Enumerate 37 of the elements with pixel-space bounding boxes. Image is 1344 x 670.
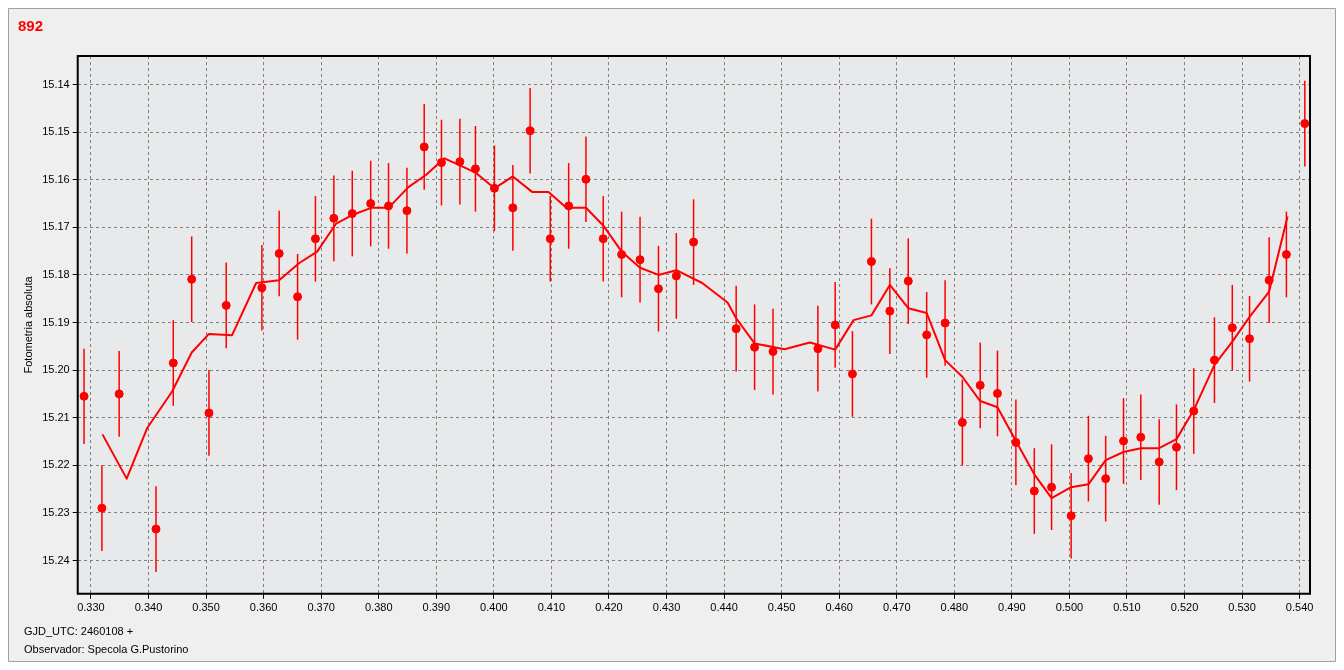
- x-tick-label: 0.460: [825, 601, 853, 614]
- x-tick-label: 0.350: [192, 601, 220, 614]
- y-tick-label: 15.23: [42, 505, 70, 518]
- x-tick-label: 0.330: [77, 601, 105, 614]
- x-tick-label: 0.490: [998, 601, 1026, 614]
- x-tick-label: 0.500: [1055, 601, 1084, 614]
- x-tick-label: 0.420: [595, 601, 623, 614]
- x-tick-label: 0.380: [364, 601, 393, 614]
- x-tick-label: 0.430: [652, 601, 681, 614]
- y-tick-label: 15.17: [42, 220, 70, 233]
- y-tick-label: 15.21: [42, 410, 70, 423]
- chart-title: 892: [18, 17, 44, 35]
- x-tick-label: 0.540: [1285, 601, 1314, 614]
- y-tick-label: 15.22: [42, 458, 70, 471]
- y-tick-label: 15.24: [42, 553, 70, 566]
- x-tick-label: 0.400: [480, 601, 508, 614]
- x-tick-label: 0.390: [422, 601, 451, 614]
- text: GJD_UTC: 2460108 +: [24, 625, 134, 638]
- x-tick-label: 0.360: [249, 601, 278, 614]
- x-tick-label: 0.510: [1113, 601, 1141, 614]
- text: Observador: Specola G.Pustorino: [24, 643, 189, 656]
- x-tick-label: 0.440: [710, 601, 738, 614]
- x-tick-label: 0.340: [134, 601, 163, 614]
- y-tick-label: 15.14: [42, 77, 70, 90]
- x-tick-label: 0.370: [307, 601, 335, 614]
- x-tick-label: 0.410: [537, 601, 566, 614]
- x-tick-label: 0.470: [882, 601, 911, 614]
- y-tick-label: 15.18: [42, 267, 70, 280]
- y-tick-label: 15.19: [42, 315, 70, 328]
- y-tick-label: 15.15: [42, 125, 70, 138]
- y-tick-label: 15.16: [42, 172, 70, 185]
- y-tick-label: 15.20: [42, 363, 70, 376]
- y-axis-title: Fotometria absoluta: [21, 275, 34, 374]
- x-tick-label: 0.450: [767, 601, 796, 614]
- x-tick-label: 0.480: [940, 601, 969, 614]
- x-tick-label: 0.530: [1228, 601, 1256, 614]
- x-tick-label: 0.520: [1170, 601, 1199, 614]
